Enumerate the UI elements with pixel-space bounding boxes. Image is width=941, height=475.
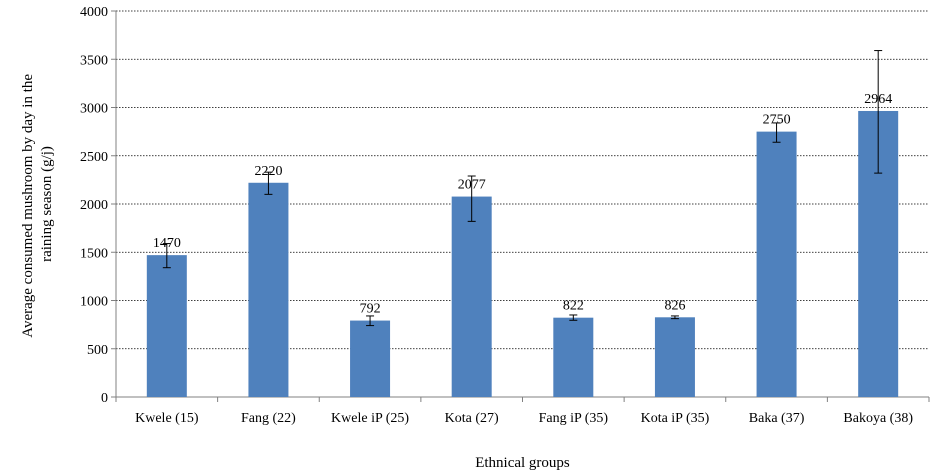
y-tick-label: 2000	[80, 198, 108, 213]
x-tick-label: Baka (37)	[749, 411, 805, 426]
y-tick-label: 3500	[80, 53, 108, 68]
data-label: 2077	[458, 178, 486, 193]
y-axis: 0 500 1000 1500 2000 2500 3000 3500 4000	[80, 5, 117, 406]
data-label: 1470	[153, 236, 181, 251]
y-tick-label: 3000	[80, 102, 108, 117]
data-label: 2220	[254, 164, 282, 179]
y-tick-label: 1000	[80, 295, 108, 310]
bar	[654, 317, 695, 397]
y-tick-label: 2500	[80, 150, 108, 165]
y-axis-title-line-2: raining season (g/j)	[39, 146, 55, 262]
x-tick-label: Kwele iP (25)	[331, 411, 409, 426]
data-label: 826	[664, 298, 685, 313]
x-tick-label: Kwele (15)	[135, 411, 199, 426]
bar	[756, 131, 797, 397]
bar	[553, 317, 594, 397]
y-tick-label: 500	[87, 343, 108, 358]
y-tick-label: 4000	[80, 5, 108, 20]
bar	[146, 255, 187, 397]
y-tick-label: 0	[101, 391, 108, 406]
x-axis-title: Ethnical groups	[475, 455, 570, 471]
x-tick-label: Bakoya (38)	[843, 411, 913, 426]
bar	[451, 196, 492, 397]
gridlines	[116, 10, 929, 350]
x-tick-label: Kota iP (35)	[641, 411, 710, 426]
data-label: 2750	[763, 113, 791, 128]
y-axis-title-line-1: Average consumed mushroom by day in the	[20, 74, 36, 338]
bars	[146, 110, 899, 397]
x-axis: Kwele (15) Fang (22) Kwele iP (25) Kota (27…	[115, 396, 930, 426]
bar	[248, 182, 289, 397]
data-label: 2964	[864, 92, 892, 107]
error-bars	[162, 50, 883, 327]
y-tick-label: 1500	[80, 246, 108, 261]
data-label: 792	[360, 302, 381, 317]
y-axis-title: Average consumed mushroom by day in the …	[20, 70, 55, 338]
data-label: 822	[563, 299, 584, 314]
x-tick-label: Fang (22)	[241, 411, 296, 426]
x-tick-label: Kota (27)	[445, 411, 499, 426]
x-tick-label: Fang iP (35)	[539, 411, 609, 426]
data-labels: 1470 2220 792 2077 822 826 2750 2964	[153, 92, 892, 317]
bar	[350, 320, 391, 397]
